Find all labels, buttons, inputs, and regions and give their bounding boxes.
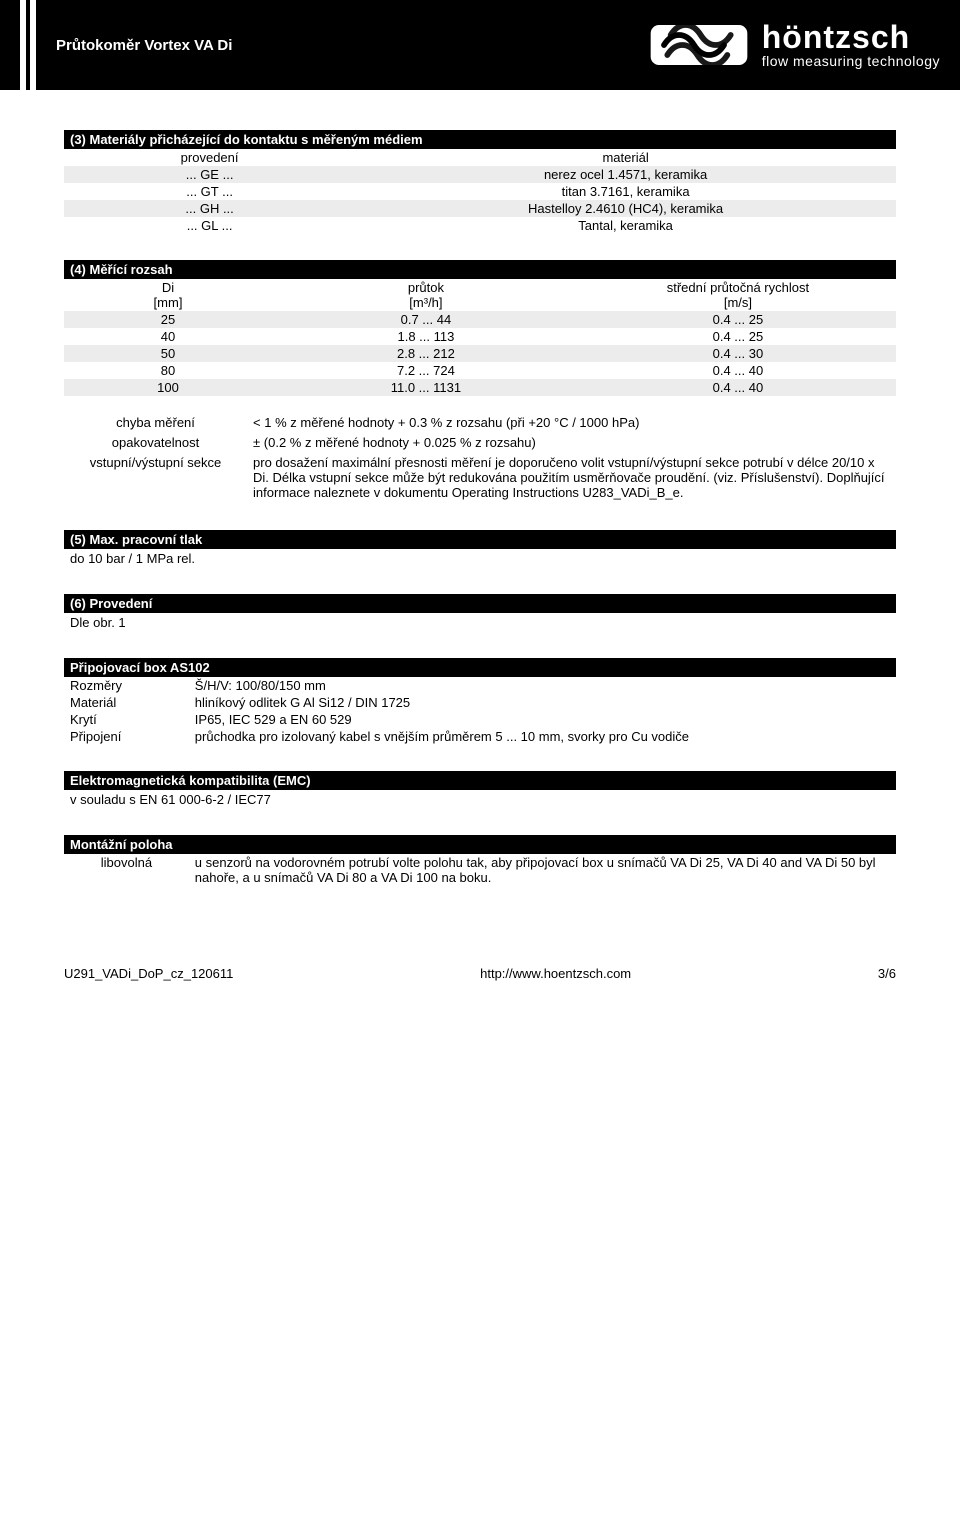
table-row: vstupní/výstupní sekcepro dosažení maxim…	[64, 454, 896, 504]
table-row: libovolná u senzorů na vodorovném potrub…	[64, 854, 896, 886]
brand-tagline: flow measuring technology	[762, 53, 940, 69]
pressure-value: do 10 bar / 1 MPa rel.	[64, 549, 896, 568]
materials-head-material: materiál	[355, 149, 896, 166]
table-row: 502.8 ... 2120.4 ... 30	[64, 345, 896, 362]
page-footer: U291_VADi_DoP_cz_120611 http://www.hoent…	[64, 966, 896, 981]
table-row: ... GL ...Tantal, keramika	[64, 217, 896, 234]
table-row: RozměryŠ/H/V: 100/80/150 mm	[64, 677, 896, 694]
range-head-flow: průtok	[408, 280, 444, 295]
section-title-pressure: (5) Max. pracovní tlak	[64, 530, 896, 549]
page-title: Průtokoměr Vortex VA Di	[56, 37, 232, 54]
table-row: Připojeníprůchodka pro izolovaný kabel s…	[64, 728, 896, 745]
range-table: Di[mm] průtok[m³/h] střední průtočná ryc…	[64, 279, 896, 396]
table-row: Materiálhliníkový odlitek G Al Si12 / DI…	[64, 694, 896, 711]
table-row: ... GE ...nerez ocel 1.4571, keramika	[64, 166, 896, 183]
table-row: 807.2 ... 7240.4 ... 40	[64, 362, 896, 379]
table-row: opakovatelnost± (0.2 % z měřené hodnoty …	[64, 434, 896, 454]
range-head-di-unit: [mm]	[154, 295, 183, 310]
materials-table: provedení materiál ... GE ...nerez ocel …	[64, 149, 896, 234]
footer-page-number: 3/6	[878, 966, 896, 981]
table-row: ... GT ...titan 3.7161, keramika	[64, 183, 896, 200]
range-head-flow-unit: [m³/h]	[409, 295, 442, 310]
section-title-materials: (3) Materiály přicházející do kontaktu s…	[64, 130, 896, 149]
section-title-range: (4) Měřící rozsah	[64, 260, 896, 279]
brand-logo-text: höntzsch flow measuring technology	[754, 21, 960, 69]
table-row: 250.7 ... 440.4 ... 25	[64, 311, 896, 328]
header-decor-bars	[20, 0, 36, 90]
materials-head-type: provedení	[64, 149, 355, 166]
section-title-mounting: Montážní poloha	[64, 835, 896, 854]
design-value: Dle obr. 1	[64, 613, 896, 632]
table-row: 10011.0 ... 11310.4 ... 40	[64, 379, 896, 396]
table-row: 401.8 ... 1130.4 ... 25	[64, 328, 896, 345]
section-title-emc: Elektromagnetická kompatibilita (EMC)	[64, 771, 896, 790]
mounting-table: libovolná u senzorů na vodorovném potrub…	[64, 854, 896, 886]
emc-value: v souladu s EN 61 000-6-2 / IEC77	[64, 790, 896, 809]
range-head-vel-unit: [m/s]	[724, 295, 752, 310]
connbox-table: RozměryŠ/H/V: 100/80/150 mm Materiálhlin…	[64, 677, 896, 745]
table-row: ... GH ...Hastelloy 2.4610 (HC4), kerami…	[64, 200, 896, 217]
footer-doc-id: U291_VADi_DoP_cz_120611	[64, 966, 233, 981]
section-title-connbox: Připojovací box AS102	[64, 658, 896, 677]
errors-table: chyba měření< 1 % z měřené hodnoty + 0.3…	[64, 414, 896, 504]
table-row: chyba měření< 1 % z měřené hodnoty + 0.3…	[64, 414, 896, 434]
range-head-di: Di	[162, 280, 174, 295]
section-title-design: (6) Provedení	[64, 594, 896, 613]
range-head-vel: střední průtočná rychlost	[667, 280, 809, 295]
footer-url: http://www.hoentzsch.com	[480, 966, 631, 981]
page-header: Průtokoměr Vortex VA Di höntzsch flow me…	[0, 0, 960, 90]
table-row: KrytíIP65, IEC 529 a EN 60 529	[64, 711, 896, 728]
brand-logo-icon	[644, 13, 754, 77]
brand-name: höntzsch	[762, 21, 940, 53]
